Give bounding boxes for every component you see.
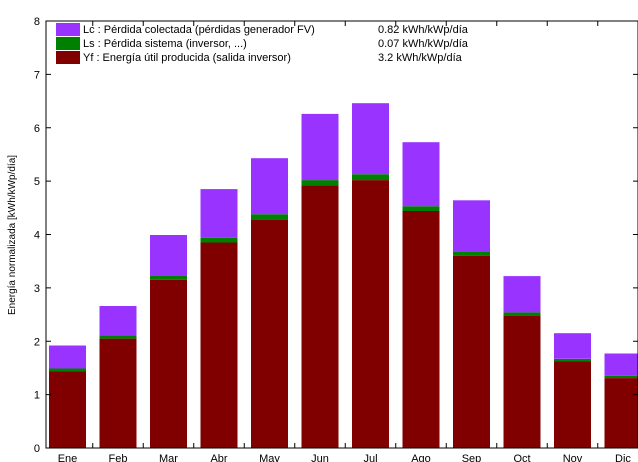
bars-group bbox=[49, 103, 638, 448]
legend-swatch-0 bbox=[56, 51, 80, 64]
bar-jul-series-1 bbox=[352, 174, 389, 181]
bar-jun-series-1 bbox=[301, 180, 339, 186]
bar-mar-series-0 bbox=[150, 279, 187, 448]
bar-ago-series-2 bbox=[402, 142, 440, 207]
legend-swatch-1 bbox=[56, 37, 80, 50]
bar-feb-series-2 bbox=[99, 306, 137, 336]
y-tick-label: 0 bbox=[34, 443, 40, 455]
x-tick-label: Sep bbox=[462, 453, 482, 462]
bar-may-series-0 bbox=[251, 219, 288, 448]
bar-ago-series-1 bbox=[402, 206, 440, 211]
legend-swatch-2 bbox=[56, 23, 80, 36]
legend: Lc : Pérdida colectada (pérdidas generad… bbox=[56, 23, 469, 64]
x-tick-label: Jun bbox=[311, 453, 329, 462]
legend-label-2: Lc : Pérdida colectada (pérdidas generad… bbox=[83, 24, 315, 36]
legend-value-2: 0.82 kWh/kWp/día bbox=[378, 24, 469, 36]
x-tick-label: Abr bbox=[210, 453, 227, 462]
y-tick-label: 3 bbox=[34, 283, 40, 295]
bar-oct-series-2 bbox=[503, 276, 541, 313]
x-tick-label: Jul bbox=[363, 453, 377, 462]
y-tick-label: 2 bbox=[34, 336, 40, 348]
y-tick-label: 5 bbox=[34, 176, 40, 188]
y-tick-label: 1 bbox=[34, 390, 40, 402]
x-tick-label: Ago bbox=[411, 453, 431, 462]
bar-feb-series-1 bbox=[99, 335, 137, 339]
bar-may-series-1 bbox=[251, 214, 288, 220]
bar-abr-series-0 bbox=[200, 242, 238, 448]
bar-jun-series-2 bbox=[301, 113, 339, 181]
bar-ene-series-2 bbox=[49, 345, 86, 369]
bar-jul-series-2 bbox=[352, 103, 389, 175]
x-tick-label: Mar bbox=[159, 453, 178, 462]
y-tick-label: 4 bbox=[34, 230, 40, 242]
y-tick-label: 8 bbox=[34, 16, 40, 28]
bar-ago-series-0 bbox=[402, 211, 440, 448]
bar-sep-series-0 bbox=[453, 255, 490, 448]
bar-ene-series-1 bbox=[49, 368, 86, 372]
bar-sep-series-2 bbox=[453, 200, 490, 252]
x-tick-label: Oct bbox=[513, 453, 530, 462]
legend-value-0: 3.2 kWh/kWp/día bbox=[378, 52, 463, 64]
bar-dic-series-1 bbox=[604, 375, 638, 378]
bar-jul-series-0 bbox=[352, 180, 389, 448]
y-tick-label: 6 bbox=[34, 123, 40, 135]
x-tick-label: May bbox=[259, 453, 280, 462]
bar-dic-series-2 bbox=[604, 353, 638, 376]
bar-oct-series-0 bbox=[503, 315, 541, 448]
bar-feb-series-0 bbox=[99, 338, 137, 448]
bar-nov-series-0 bbox=[554, 361, 591, 448]
bar-nov-series-2 bbox=[554, 333, 591, 359]
y-tick-label: 7 bbox=[34, 69, 40, 81]
axes-group: 0 1 2 3 4 5 6 7 8 Ene Feb Mar Abr May Jun Jul Ago Sep Oct N… bbox=[34, 16, 638, 462]
bar-mar-series-1 bbox=[150, 275, 187, 280]
bar-nov-series-1 bbox=[554, 358, 591, 362]
bar-jun-series-0 bbox=[301, 185, 339, 448]
bar-oct-series-1 bbox=[503, 312, 541, 316]
x-tick-label: Ene bbox=[58, 453, 78, 462]
legend-label-0: Yf : Energía útil producida (salida inve… bbox=[83, 52, 291, 64]
bar-ene-series-0 bbox=[49, 371, 86, 448]
bar-mar-series-2 bbox=[150, 235, 187, 276]
y-axis-title: Energía normalizada [kWh/kWp/día] bbox=[7, 155, 18, 315]
x-tick-label: Nov bbox=[563, 453, 583, 462]
bar-abr-series-1 bbox=[200, 237, 238, 243]
bar-sep-series-1 bbox=[453, 251, 490, 256]
legend-value-1: 0.07 kWh/kWp/día bbox=[378, 38, 469, 50]
bar-dic-series-0 bbox=[604, 378, 638, 448]
x-tick-label: Feb bbox=[109, 453, 128, 462]
bar-may-series-2 bbox=[251, 158, 288, 215]
legend-label-1: Ls : Pérdida sistema (inversor, ...) bbox=[83, 38, 247, 50]
bar-abr-series-2 bbox=[200, 189, 238, 238]
x-tick-label: Dic bbox=[615, 453, 631, 462]
